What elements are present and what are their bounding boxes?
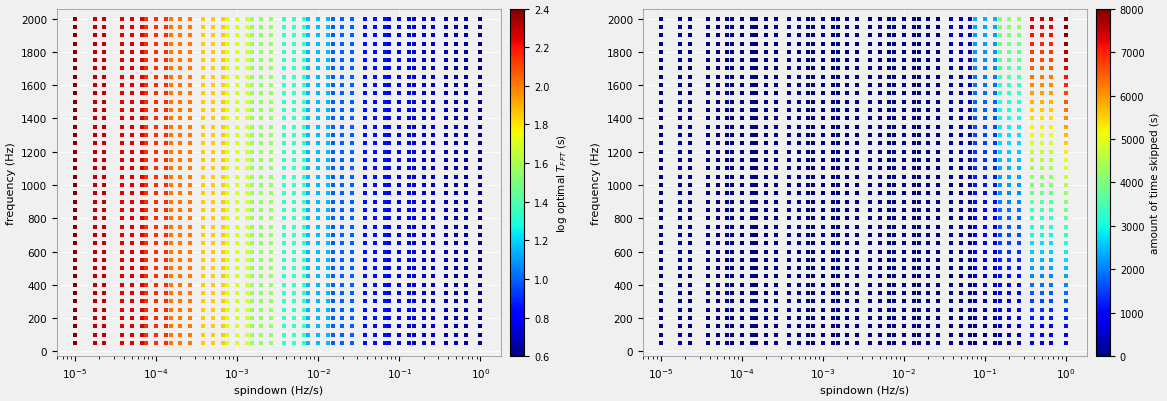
Y-axis label: frequency (Hz): frequency (Hz) <box>6 142 15 224</box>
Y-axis label: frequency (Hz): frequency (Hz) <box>592 142 601 224</box>
X-axis label: spindown (Hz/s): spindown (Hz/s) <box>235 385 323 395</box>
Y-axis label: amount of time skipped (s): amount of time skipped (s) <box>1149 113 1160 253</box>
X-axis label: spindown (Hz/s): spindown (Hz/s) <box>820 385 909 395</box>
Y-axis label: log optimal $T_{FFT}$ (s): log optimal $T_{FFT}$ (s) <box>555 134 569 232</box>
